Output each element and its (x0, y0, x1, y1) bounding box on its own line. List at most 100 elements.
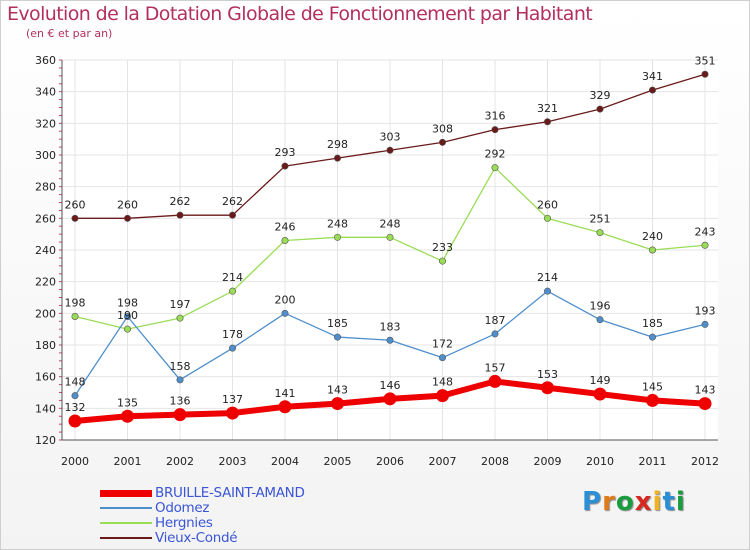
data-point (488, 374, 502, 388)
data-label: 178 (222, 328, 243, 341)
data-label: 260 (65, 198, 86, 211)
y-tick-label: 280 (35, 181, 56, 194)
data-point (596, 229, 604, 237)
y-tick-label: 340 (35, 86, 56, 99)
data-point (438, 138, 446, 146)
data-label: 246 (275, 221, 296, 234)
data-label: 214 (537, 271, 558, 284)
data-label: 248 (380, 217, 401, 230)
data-label: 262 (222, 195, 243, 208)
x-tick-label: 2010 (586, 455, 614, 468)
data-label: 262 (170, 195, 191, 208)
data-point (278, 400, 292, 414)
x-tick-label: 2002 (166, 455, 194, 468)
data-point (701, 70, 709, 78)
data-point (438, 257, 446, 265)
y-tick-label: 200 (35, 307, 56, 320)
data-label: 248 (327, 217, 348, 230)
data-point (229, 211, 237, 219)
proxiti-logo: Proxiti (582, 487, 686, 517)
logo-letter: o (615, 487, 635, 517)
data-label: 185 (327, 317, 348, 330)
data-point (71, 392, 79, 400)
data-label: 240 (642, 230, 663, 243)
x-tick-label: 2012 (691, 455, 719, 468)
data-label: 198 (117, 297, 138, 310)
logo-letter: t (662, 487, 676, 517)
data-label: 172 (432, 338, 453, 351)
logo-letter: i (652, 487, 663, 517)
data-label: 132 (65, 401, 86, 414)
data-label: 329 (590, 89, 611, 102)
data-point (333, 333, 341, 341)
data-point (701, 320, 709, 328)
data-point (331, 397, 344, 411)
logo-letter: r (602, 487, 616, 517)
data-point (229, 287, 237, 295)
data-label: 143 (695, 384, 716, 397)
logo-letter: x (634, 487, 653, 517)
data-label: 198 (65, 297, 86, 310)
data-point (543, 118, 551, 126)
data-point (436, 389, 449, 403)
data-point (68, 414, 82, 428)
data-point (71, 214, 79, 222)
data-label: 308 (432, 122, 453, 135)
y-tick-label: 180 (35, 339, 56, 352)
data-label: 183 (380, 320, 401, 333)
y-tick-label: 160 (35, 371, 56, 384)
legend-swatch (100, 507, 152, 509)
data-label: 298 (327, 138, 348, 151)
data-point (386, 233, 394, 241)
data-label: 145 (642, 380, 663, 393)
data-label: 251 (590, 213, 611, 226)
data-label: 260 (537, 198, 558, 211)
data-label: 292 (485, 148, 506, 161)
data-point (71, 312, 79, 320)
data-point (648, 246, 656, 254)
data-label: 149 (590, 374, 611, 387)
data-label: 193 (695, 304, 716, 317)
legend-swatch (100, 490, 152, 497)
data-label: 214 (222, 271, 243, 284)
y-tick-label: 240 (35, 244, 56, 257)
y-tick-label: 260 (35, 212, 56, 225)
chart-title: Evolution de la Dotation Globale de Fonc… (7, 3, 593, 25)
data-point (176, 314, 184, 322)
data-point (333, 154, 341, 162)
data-point (701, 241, 709, 249)
data-point (124, 325, 132, 333)
data-point (333, 233, 341, 241)
logo-letter: i (675, 487, 686, 517)
data-label: 200 (275, 293, 296, 306)
data-point (173, 408, 187, 422)
data-label: 141 (275, 387, 296, 400)
x-tick-label: 2000 (61, 455, 89, 468)
data-label: 153 (537, 368, 558, 381)
data-point (281, 237, 289, 245)
x-tick-label: 2009 (534, 455, 562, 468)
data-point (176, 376, 184, 384)
data-point (698, 397, 712, 411)
data-point (491, 164, 499, 172)
data-label: 293 (275, 146, 296, 159)
legend-label: Odomez (155, 500, 210, 516)
data-label: 260 (117, 198, 138, 211)
data-point (646, 393, 659, 407)
x-tick-label: 2005 (324, 455, 352, 468)
data-label: 197 (170, 298, 191, 311)
data-point (121, 409, 134, 423)
data-point (648, 86, 656, 94)
data-point (124, 214, 132, 222)
data-point (491, 330, 499, 338)
data-label: 136 (170, 395, 191, 408)
data-label: 303 (380, 130, 401, 143)
data-point (226, 406, 239, 420)
data-point (648, 333, 656, 341)
data-label: 143 (327, 384, 348, 397)
x-tick-label: 2003 (219, 455, 247, 468)
data-label: 321 (537, 102, 558, 115)
data-point (386, 146, 394, 154)
data-label: 135 (117, 396, 138, 409)
